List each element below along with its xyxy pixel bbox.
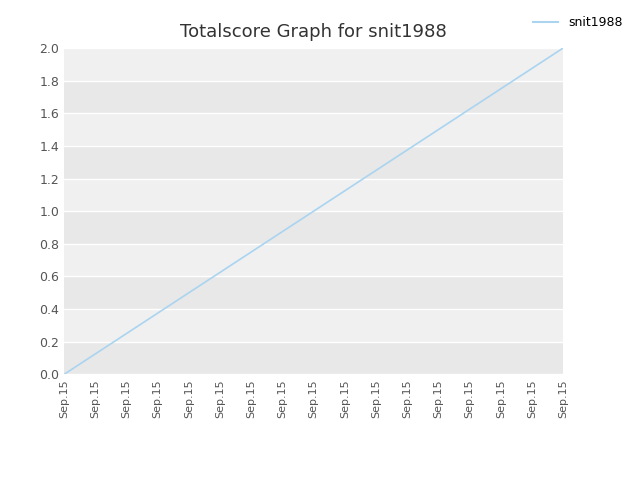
snit1988	[92, 351, 99, 357]
Bar	[64, 276, 563, 309]
snit1988	[435, 127, 442, 132]
snit1988	[528, 65, 536, 71]
Title: Totalscore Graph for snit1988: Totalscore Graph for snit1988	[180, 23, 447, 41]
snit1988	[372, 168, 380, 173]
snit1988	[310, 208, 317, 214]
Bar	[64, 48, 563, 81]
snit1988	[497, 86, 505, 92]
snit1988	[466, 107, 474, 112]
snit1988	[248, 249, 255, 255]
snit1988	[403, 147, 411, 153]
snit1988	[278, 229, 286, 235]
Bar	[64, 342, 563, 374]
Legend: snit1988: snit1988	[528, 11, 627, 34]
snit1988	[123, 331, 131, 336]
snit1988	[185, 290, 193, 296]
snit1988	[60, 372, 68, 377]
Bar	[64, 309, 563, 342]
snit1988	[559, 45, 567, 51]
Bar	[64, 211, 563, 244]
snit1988	[216, 270, 224, 276]
snit1988	[154, 311, 161, 316]
Line: snit1988: snit1988	[64, 48, 563, 374]
Bar	[64, 244, 563, 276]
Bar	[64, 179, 563, 211]
Bar	[64, 81, 563, 113]
Bar	[64, 146, 563, 179]
snit1988	[341, 188, 349, 194]
Bar	[64, 113, 563, 146]
